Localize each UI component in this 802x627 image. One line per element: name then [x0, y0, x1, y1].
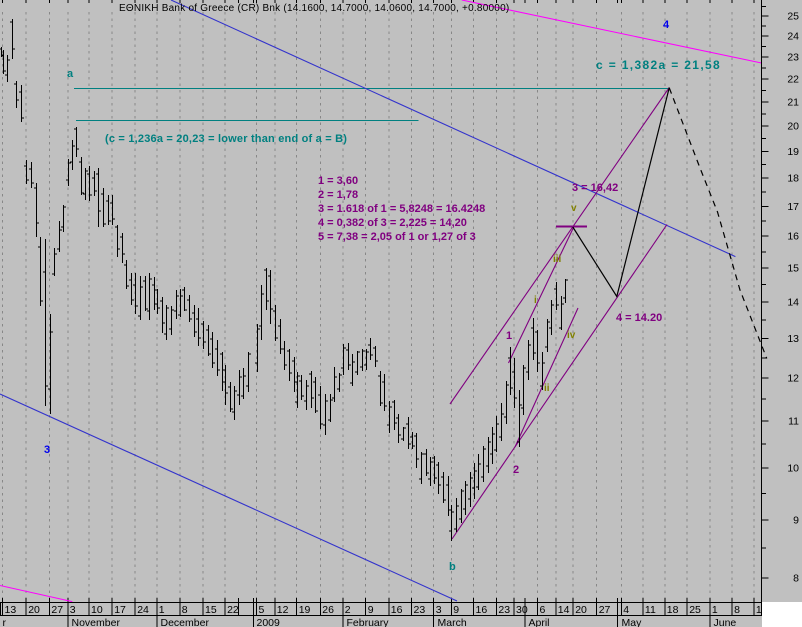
svg-text:9: 9 — [368, 604, 374, 616]
svg-text:2: 2 — [513, 464, 519, 476]
svg-text:1: 1 — [159, 604, 165, 616]
svg-text:16: 16 — [787, 231, 799, 243]
svg-text:12: 12 — [787, 373, 799, 385]
svg-text:4: 4 — [623, 604, 629, 616]
svg-text:26: 26 — [322, 604, 334, 616]
svg-text:24: 24 — [137, 604, 149, 616]
svg-text:20: 20 — [787, 121, 799, 133]
svg-text:2 = 1,78: 2 = 1,78 — [318, 189, 358, 201]
svg-text:June: June — [714, 617, 737, 627]
svg-text:15: 15 — [787, 263, 799, 275]
svg-text:3: 3 — [70, 604, 76, 616]
svg-text:23: 23 — [787, 52, 799, 64]
svg-text:December: December — [161, 617, 210, 627]
svg-text:10: 10 — [787, 463, 799, 475]
svg-text:1: 1 — [756, 604, 762, 616]
svg-text:9: 9 — [453, 604, 459, 616]
svg-text:i: i — [534, 295, 537, 306]
svg-text:15: 15 — [205, 604, 217, 616]
svg-text:14: 14 — [558, 604, 570, 616]
svg-text:20: 20 — [575, 604, 587, 616]
svg-text:30: 30 — [516, 604, 528, 616]
svg-text:3: 3 — [436, 604, 442, 616]
svg-text:22: 22 — [787, 74, 799, 86]
svg-text:3 = 16,42: 3 = 16,42 — [572, 182, 618, 194]
svg-text:4 = 14.20: 4 = 14.20 — [616, 312, 662, 324]
svg-text:EΘNIKH Bank of Greece (CR) Bnk: EΘNIKH Bank of Greece (CR) Bnk (14.1600,… — [119, 3, 509, 14]
svg-text:March: March — [438, 617, 467, 627]
svg-text:16: 16 — [476, 604, 488, 616]
svg-text:3 = 1.618 of 1 = 5,8248 = 16.4: 3 = 1.618 of 1 = 5,8248 = 16.4248 — [318, 203, 485, 215]
svg-text:8: 8 — [793, 573, 799, 585]
svg-text:9: 9 — [793, 514, 799, 526]
svg-text:25: 25 — [787, 11, 799, 23]
svg-text:12: 12 — [277, 604, 289, 616]
svg-text:8: 8 — [182, 604, 188, 616]
svg-text:17: 17 — [787, 201, 799, 213]
svg-text:ii: ii — [544, 383, 550, 394]
svg-text:27: 27 — [599, 604, 611, 616]
svg-text:v: v — [571, 203, 577, 214]
svg-text:5: 5 — [259, 604, 265, 616]
svg-text:23: 23 — [414, 604, 426, 616]
svg-text:2: 2 — [345, 604, 351, 616]
svg-text:20: 20 — [28, 604, 40, 616]
svg-text:iii: iii — [553, 254, 562, 265]
svg-text:18: 18 — [787, 173, 799, 185]
svg-text:(c = 1,236a = 20,23 = lower th: (c = 1,236a = 20,23 = lower than end of … — [105, 133, 347, 145]
svg-text:25: 25 — [689, 604, 701, 616]
svg-text:21: 21 — [787, 97, 799, 109]
svg-text:22: 22 — [227, 604, 239, 616]
svg-text:1: 1 — [506, 330, 512, 342]
svg-text:14: 14 — [787, 297, 799, 309]
svg-text:24: 24 — [787, 31, 799, 43]
svg-text:19: 19 — [299, 604, 311, 616]
svg-text:3: 3 — [44, 444, 50, 456]
svg-text:4 = 0,382 of 3 = 2,225 = 14,2: 4 = 0,382 of 3 = 2,225 = 14,20 — [318, 217, 467, 229]
svg-text:iv: iv — [567, 330, 576, 341]
svg-text:27: 27 — [51, 604, 63, 616]
svg-text:4: 4 — [663, 19, 670, 31]
svg-text:r: r — [3, 617, 7, 627]
svg-text:1: 1 — [712, 604, 718, 616]
svg-text:February: February — [347, 617, 390, 627]
svg-text:16: 16 — [391, 604, 403, 616]
svg-text:5 = 7,38 = 2,05 of 1 or 1,27 o: 5 = 7,38 = 2,05 of 1 or 1,27 of 3 — [318, 231, 476, 243]
svg-text:11: 11 — [788, 416, 799, 428]
svg-text:April: April — [529, 617, 550, 627]
svg-text:May: May — [622, 617, 643, 627]
svg-text:c = 1,382a = 21,58: c = 1,382a = 21,58 — [596, 58, 721, 72]
svg-text:1 = 3,60: 1 = 3,60 — [318, 175, 358, 187]
svg-text:13: 13 — [5, 604, 17, 616]
svg-text:11: 11 — [645, 604, 656, 616]
svg-text:10: 10 — [91, 604, 103, 616]
svg-text:November: November — [72, 617, 121, 627]
svg-text:b: b — [449, 561, 456, 573]
svg-text:8: 8 — [734, 604, 740, 616]
svg-text:2009: 2009 — [257, 617, 281, 627]
svg-text:19: 19 — [787, 146, 799, 158]
svg-text:23: 23 — [498, 604, 510, 616]
svg-text:18: 18 — [667, 604, 679, 616]
svg-text:a: a — [67, 68, 74, 80]
svg-text:17: 17 — [114, 604, 126, 616]
svg-text:13: 13 — [787, 333, 799, 345]
svg-text:6: 6 — [540, 604, 546, 616]
